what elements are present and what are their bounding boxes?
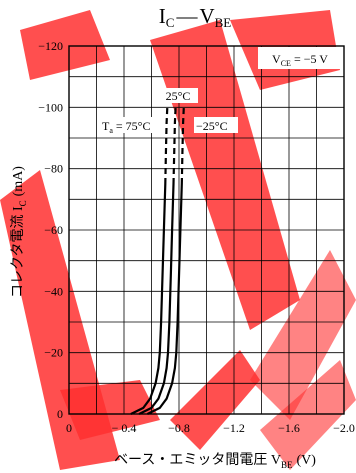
title-tail-sub: BE	[215, 15, 232, 30]
series-line-dashed	[172, 107, 177, 185]
watermark-stroke	[20, 10, 110, 80]
label-25c: 25°C	[166, 89, 191, 103]
chart-title: IC—VBE	[159, 4, 232, 30]
watermark-stroke	[170, 350, 260, 450]
label-minus25c: −25°C	[196, 119, 228, 133]
x-tick-label: −2.0	[333, 421, 355, 435]
watermark	[0, 10, 356, 470]
y-axis-label: コレクタ電流 IC (mA)	[10, 166, 28, 298]
x-axis-label-sub: BE	[281, 460, 293, 470]
label-75c-sub: a	[109, 126, 113, 135]
label-bg-25	[158, 88, 198, 103]
series-line-dashed	[180, 107, 185, 185]
x-tick-label: −0.8	[168, 421, 190, 435]
y-tick-label: −100	[38, 100, 63, 114]
title-dash: —	[175, 4, 198, 28]
label-75c-rest: = 75°C	[113, 119, 151, 133]
x-axis-label: ベース・エミッタ間電圧 VBE (V)	[114, 452, 316, 470]
title-tail: V	[199, 4, 214, 28]
x-tick-label: −1.6	[278, 421, 300, 435]
axis-ticks: 0 − 0.4 −0.8 −1.2 −1.6 −2.0 0 −20 −40 −60 −80 −100 −…	[38, 39, 355, 435]
label-75c-main: T	[102, 119, 110, 133]
series-line-solid	[130, 183, 167, 415]
y-tick-label: −60	[44, 223, 63, 237]
condition-box	[258, 47, 343, 69]
series-line-solid	[146, 183, 183, 415]
y-tick-label: −120	[38, 39, 63, 53]
grid	[69, 46, 344, 414]
y-axis-label-main: コレクタ電流 I	[10, 206, 26, 298]
label-bg-m25	[194, 117, 238, 133]
label-bg-75	[100, 117, 165, 133]
label-75c: Ta = 75°C	[102, 119, 150, 135]
title-main: I	[159, 4, 166, 28]
condition-label: VCE = −5 V	[272, 52, 328, 68]
x-axis-label-unit: (V)	[297, 453, 317, 468]
condition-rest: = −5 V	[291, 52, 328, 66]
y-tick-label: −20	[44, 346, 63, 360]
y-tick-label: −40	[44, 284, 63, 298]
condition-sub: CE	[281, 59, 291, 68]
series-line-solid	[138, 183, 175, 415]
watermark-stroke	[60, 380, 160, 440]
y-axis-label-unit: (mA)	[11, 166, 26, 197]
title-main-sub: C	[166, 15, 175, 30]
y-tick-label: −80	[44, 162, 63, 176]
y-axis-label-sub: C	[18, 200, 28, 206]
plot-frame	[68, 45, 345, 415]
watermark-stroke	[260, 360, 356, 470]
y-tick-label: 0	[57, 407, 63, 421]
x-tick-label: − 0.4	[112, 421, 137, 435]
x-tick-label: 0	[66, 421, 72, 435]
x-axis-label-main: ベース・エミッタ間電圧 V	[114, 452, 281, 468]
x-tick-label: −1.2	[223, 421, 245, 435]
series-line-dashed	[164, 107, 169, 185]
watermark-stroke	[250, 250, 356, 420]
series	[130, 107, 185, 415]
condition-main: V	[272, 52, 281, 66]
